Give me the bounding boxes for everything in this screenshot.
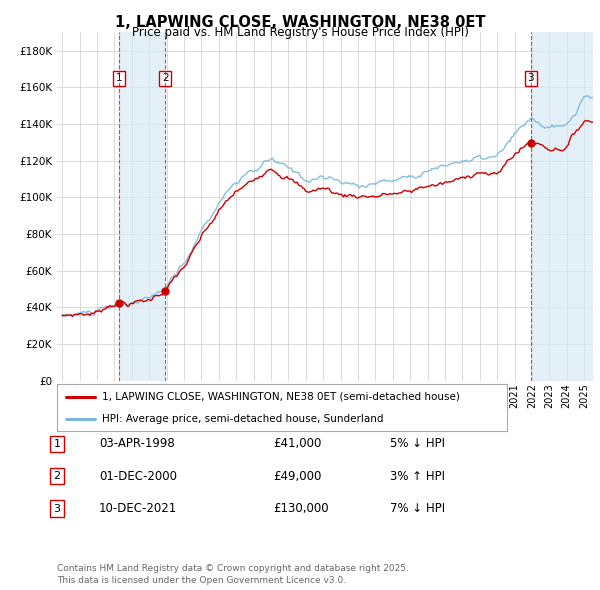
Text: 1: 1 bbox=[115, 73, 122, 83]
Text: 2: 2 bbox=[53, 471, 61, 481]
Text: £130,000: £130,000 bbox=[273, 502, 329, 515]
Text: 10-DEC-2021: 10-DEC-2021 bbox=[99, 502, 177, 515]
Text: 3% ↑ HPI: 3% ↑ HPI bbox=[390, 470, 445, 483]
Text: 1: 1 bbox=[53, 439, 61, 448]
Text: £41,000: £41,000 bbox=[273, 437, 322, 450]
Text: 2: 2 bbox=[162, 73, 169, 83]
Text: 5% ↓ HPI: 5% ↓ HPI bbox=[390, 437, 445, 450]
Text: Price paid vs. HM Land Registry's House Price Index (HPI): Price paid vs. HM Land Registry's House … bbox=[131, 26, 469, 39]
Text: 3: 3 bbox=[527, 73, 534, 83]
Text: HPI: Average price, semi-detached house, Sunderland: HPI: Average price, semi-detached house,… bbox=[102, 414, 383, 424]
Text: 3: 3 bbox=[53, 504, 61, 513]
Text: 1, LAPWING CLOSE, WASHINGTON, NE38 0ET (semi-detached house): 1, LAPWING CLOSE, WASHINGTON, NE38 0ET (… bbox=[102, 392, 460, 402]
Text: 01-DEC-2000: 01-DEC-2000 bbox=[99, 470, 177, 483]
Text: 03-APR-1998: 03-APR-1998 bbox=[99, 437, 175, 450]
Text: 7% ↓ HPI: 7% ↓ HPI bbox=[390, 502, 445, 515]
Text: Contains HM Land Registry data © Crown copyright and database right 2025.
This d: Contains HM Land Registry data © Crown c… bbox=[57, 565, 409, 585]
Bar bbox=[119, 32, 165, 381]
Bar bbox=[531, 32, 593, 381]
Text: £49,000: £49,000 bbox=[273, 470, 322, 483]
Text: 1, LAPWING CLOSE, WASHINGTON, NE38 0ET: 1, LAPWING CLOSE, WASHINGTON, NE38 0ET bbox=[115, 15, 485, 30]
